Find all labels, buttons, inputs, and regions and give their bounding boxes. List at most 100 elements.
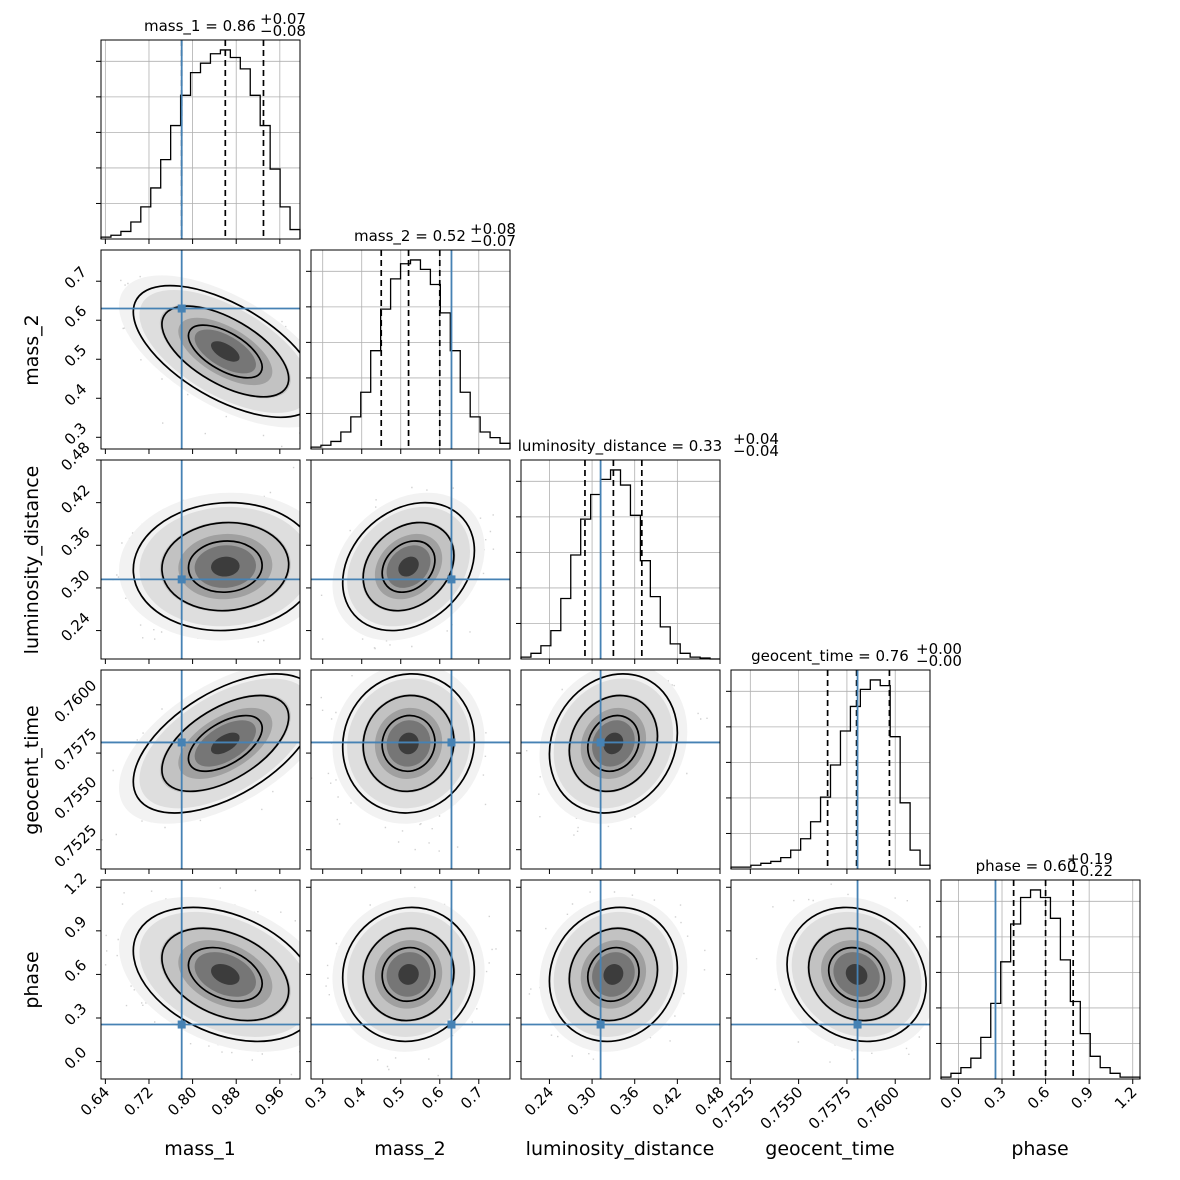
panel-frame [100,249,301,450]
title-mass-1: mass_1 = 0.86 [144,17,256,36]
x-tick-label: 0.88 [208,1083,244,1119]
density-3-1 [311,670,510,869]
y-tick-label: 0.7 [61,263,91,293]
contour-line [161,305,290,398]
x-tick-label: 0.64 [77,1083,113,1119]
truth-marker [596,738,605,747]
contour-line [132,501,300,632]
y-tick-label: 0.7575 [51,725,101,775]
truth-marker [177,1020,186,1029]
contour-line [586,946,640,1003]
x-tick-label: 0.3 [301,1083,331,1113]
contour-line [548,673,679,814]
panel-4-1: 0.3 0.4 0.5 0.6 0.7 [301,879,511,1113]
y-tick-label: 0.24 [57,609,93,645]
histogram-luminosity_distance [520,469,720,660]
y-tick-label: 0.5 [61,341,91,371]
x-tick-label: 0.36 [606,1083,642,1119]
title-mass-1-minus: −0.08 [260,22,306,40]
histogram-mass_1 [100,49,301,239]
contour-line [341,501,476,632]
ylabel-mass-2: mass_2 [21,314,43,386]
contour-line [341,906,476,1043]
y-tick-label: 0.6 [61,956,91,986]
panel-frame [730,669,931,870]
title-phase-minus: −0.22 [1067,862,1113,880]
density-fill [210,963,240,985]
y-tick-label: 0.7525 [51,821,101,871]
density-4-1 [311,880,510,1079]
contour-line [132,906,300,1043]
contour-line [132,284,300,419]
contour-line [381,946,436,1003]
density-3-0 [101,670,300,869]
truth-marker [177,738,186,747]
y-tick-label: 0.0 [61,1043,91,1073]
xlabel-phase: phase [1011,1138,1068,1160]
panel-frame [520,459,721,660]
panel-layer: 0.30.40.50.60.70.240.300.360.420.480.752… [51,39,1141,1133]
panel-frame [730,879,931,1080]
title-mass-2-plus: +0.08 [470,220,516,238]
contour-line [187,540,263,594]
density-fill [210,556,240,577]
panel-frame [310,249,511,450]
title-geocent-time-minus: −0.00 [916,652,962,670]
panel-frame [520,879,721,1080]
y-tick-label: 0.3 [61,1000,91,1030]
title-mass-1-plus: +0.07 [260,10,306,28]
contour-line [548,906,679,1043]
panel-frame [100,669,301,870]
panel-1-1 [306,249,511,454]
x-tick-label: 0.6 [418,1083,448,1113]
histogram-mass_2 [310,259,511,449]
x-tick-label: 0.6 [1024,1083,1054,1113]
panel-frame [100,39,301,240]
y-tick-label: 0.4 [61,380,91,410]
ylabel-luminosity-distance: luminosity_distance [21,466,43,655]
density-4-3 [731,880,930,1079]
density-3-2 [521,670,720,869]
density-fill [210,732,240,755]
contour-line [161,927,290,1022]
density-fill [398,556,419,577]
x-tick-label: 0.42 [649,1083,685,1119]
xlabel-mass-1: mass_1 [164,1138,236,1160]
truth-marker [596,1020,605,1029]
y-tick-label: 0.42 [57,481,93,517]
contour-line [362,521,455,612]
x-tick-label: 0.7575 [805,1083,855,1133]
contour-line [187,324,263,379]
histogram-geocent_time [730,679,931,869]
y-tick-label: 0.36 [57,524,93,560]
density-2-1 [311,460,510,659]
panel-2-2 [516,459,721,664]
panel-3-2 [516,669,721,874]
truth-marker [177,575,186,584]
truth-marker [177,304,186,313]
contour-line [161,694,290,793]
x-tick-label: 0.7 [457,1083,487,1113]
title-geocent-time-plus: +0.00 [916,640,962,658]
panel-2-1 [306,459,511,664]
y-tick-label: 0.7600 [51,676,101,726]
contour-line [161,521,290,612]
panel-4-4: 0.0 0.3 0.6 0.9 1.2 [936,879,1141,1113]
x-tick-label: 0.7550 [757,1083,807,1133]
density-1-0 [101,250,300,449]
x-tick-label: 0.9 [1067,1083,1097,1113]
x-tick-label: 0.30 [564,1083,600,1119]
density-fill [603,963,624,985]
y-tick-label: 0.6 [61,302,91,332]
truth-marker [853,1020,862,1029]
contour-line [381,714,436,773]
density-fill [398,963,419,985]
x-tick-label: 1.2 [1111,1083,1141,1113]
y-tick-label: 1.2 [61,869,91,899]
contour-line [827,946,886,1003]
contour-line [187,946,263,1003]
contour-line [341,673,476,814]
x-tick-label: 0.0 [937,1083,967,1113]
panel-frame [100,879,301,1080]
